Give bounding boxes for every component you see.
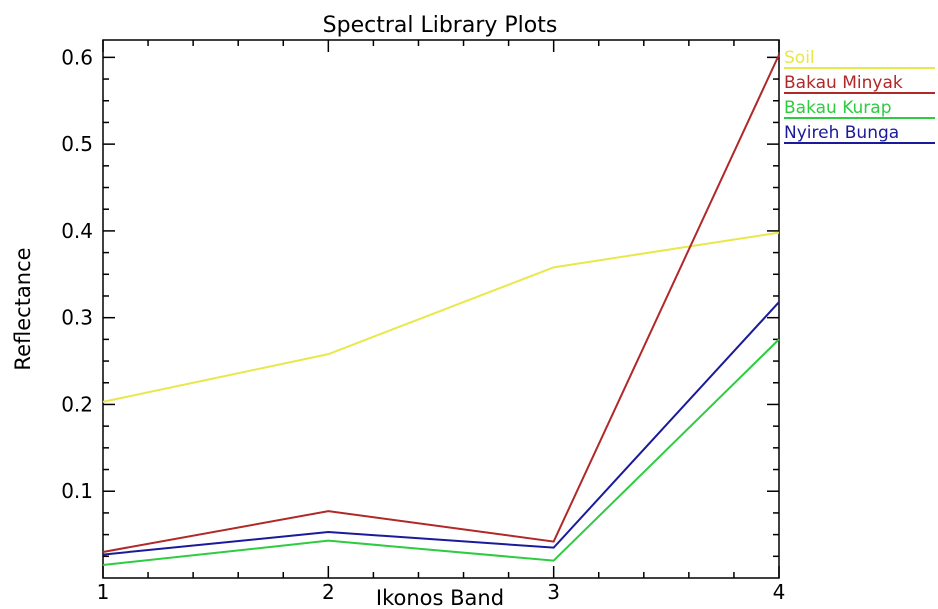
axis-ticks: 0.1 0.2 0.3 0.4 0.5 0.6 1 2 3 4 (61, 40, 785, 604)
chart-title: Spectral Library Plots (323, 13, 558, 38)
legend-entry: Soil (784, 48, 815, 68)
y-tick-label: 0.6 (61, 45, 93, 69)
legend: Soil Bakau Minyak Bakau Kurap Nyireh Bunga (784, 48, 935, 144)
series-line-nyireh-bunga (102, 301, 780, 556)
legend-entry: Nyireh Bunga (784, 123, 899, 143)
plot-frame (102, 39, 780, 579)
series-lines (102, 54, 780, 566)
series-line-bakau-minyak (102, 54, 780, 553)
x-tick-label: 3 (547, 580, 560, 604)
y-tick-label: 0.2 (61, 392, 93, 416)
x-tick-label: 2 (322, 580, 335, 604)
series-line-soil (102, 231, 780, 403)
legend-entry: Bakau Kurap (784, 98, 892, 118)
y-tick-label: 0.5 (61, 132, 93, 156)
legend-entry: Bakau Minyak (784, 73, 903, 93)
y-tick-label: 0.1 (61, 479, 93, 503)
series-line-bakau-kurap (102, 338, 780, 566)
x-tick-label: 4 (773, 580, 786, 604)
y-tick-label: 0.3 (61, 306, 93, 330)
x-tick-label: 1 (97, 580, 110, 604)
y-tick-label: 0.4 (61, 219, 93, 243)
y-axis-label: Reflectance (11, 247, 35, 370)
x-axis-label: Ikonos Band (376, 586, 504, 609)
